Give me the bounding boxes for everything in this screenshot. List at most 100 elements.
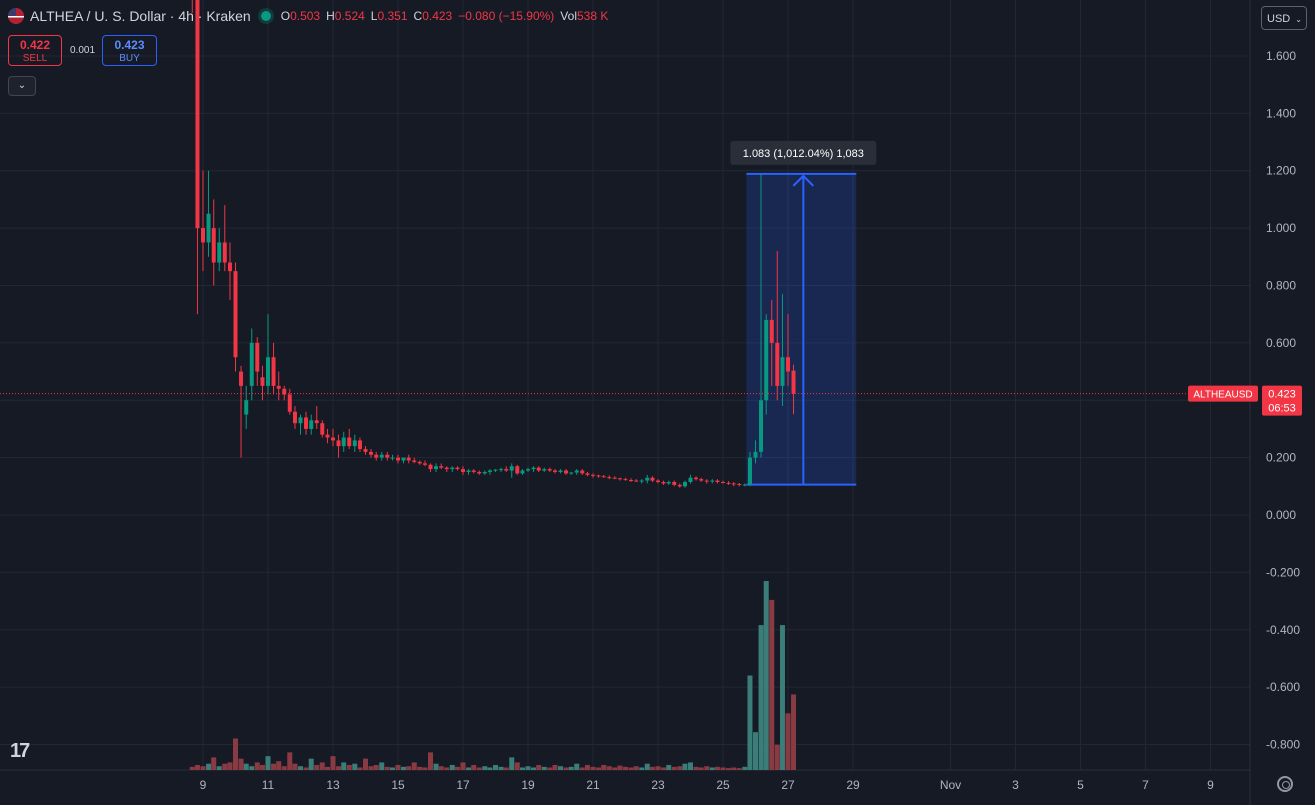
candle-body — [227, 262, 232, 272]
candle-body — [726, 482, 731, 484]
volume-bar — [698, 767, 704, 770]
candle-body — [629, 479, 634, 481]
volume-bar — [596, 767, 602, 770]
candle-body — [487, 470, 492, 472]
volume-bar — [454, 766, 460, 770]
candle-body — [428, 464, 433, 470]
candle-body — [320, 423, 325, 435]
candle-body — [661, 482, 666, 484]
volume-bar — [714, 766, 720, 770]
y-tick-label: -0.600 — [1266, 680, 1300, 694]
ohlc-close: 0.423 — [422, 9, 453, 23]
volume-bar — [584, 764, 590, 770]
candle-body — [347, 437, 352, 447]
candle-body — [357, 440, 362, 450]
y-tick-label: -0.200 — [1266, 565, 1300, 579]
volume-bar — [298, 766, 303, 770]
y-tick-label: -0.800 — [1266, 738, 1300, 752]
candle-body — [298, 417, 303, 424]
buy-label: BUY — [119, 53, 140, 64]
y-tick-label: 1.400 — [1266, 106, 1296, 120]
candle-body — [737, 484, 742, 486]
spread-value: 0.001 — [70, 45, 96, 56]
candle-body — [211, 228, 216, 263]
volume-bar — [249, 766, 255, 770]
ohlc-change: −0.080 (−15.90%) — [458, 9, 555, 23]
volume-bar — [720, 767, 726, 770]
status-dot-icon — [260, 11, 271, 21]
candle-body — [292, 411, 297, 424]
volume-bar — [623, 766, 628, 770]
candle-body — [601, 476, 606, 478]
candle-body — [417, 461, 422, 464]
volume-bar — [379, 762, 385, 770]
x-tick-label: 9 — [1207, 778, 1214, 792]
volume-bar — [742, 766, 748, 770]
volume-bar — [639, 767, 645, 770]
volume-bar — [449, 764, 455, 770]
ohlc-low-label: L — [370, 9, 378, 23]
currency-selector[interactable]: USD ⌄ — [1261, 6, 1307, 30]
measure-arrow-head — [792, 174, 815, 187]
candle-body — [331, 437, 335, 441]
y-tick-label: 1.600 — [1266, 49, 1296, 63]
x-tick-label: 19 — [521, 778, 535, 792]
volume-bar — [336, 766, 342, 770]
volume-bar — [259, 764, 265, 770]
volume-bar — [384, 766, 390, 770]
candle-body — [455, 467, 460, 470]
buy-button[interactable]: 0.423 BUY — [102, 35, 157, 66]
candle-body — [461, 469, 465, 472]
ohlc-open-label: O — [280, 9, 291, 23]
candle-body — [217, 242, 222, 263]
candle-body — [699, 479, 704, 481]
candle-body — [396, 457, 400, 461]
candle-body — [369, 451, 374, 455]
sell-button[interactable]: 0.422 SELL — [8, 35, 62, 66]
x-tick-label: 25 — [716, 778, 730, 792]
candle-body — [309, 420, 314, 429]
candle-body — [617, 478, 622, 480]
candle-body — [266, 357, 270, 386]
candle-body — [499, 469, 504, 471]
ohlc-low: 0.351 — [377, 9, 408, 23]
ohlc-high: 0.524 — [334, 9, 365, 23]
candle-body — [412, 460, 417, 462]
tradingview-logo-icon[interactable]: 17 — [10, 740, 30, 762]
x-tick-label: 7 — [1142, 778, 1149, 792]
volume-bar — [726, 768, 732, 770]
settings-icon[interactable] — [1277, 776, 1293, 792]
candle-body — [444, 467, 449, 470]
volume-bar — [292, 763, 298, 770]
y-tick-label: 0.600 — [1266, 336, 1296, 350]
x-tick-label: 17 — [456, 778, 470, 792]
candle-body — [786, 357, 790, 372]
candle-body — [650, 477, 655, 481]
candle-body — [612, 477, 617, 479]
candle-body — [731, 483, 736, 485]
volume-bar — [579, 767, 585, 770]
volume-bar — [243, 763, 249, 770]
candle-body — [222, 242, 227, 263]
volume-bar — [590, 766, 596, 770]
volume-bar — [747, 675, 753, 770]
volume-bar — [276, 761, 282, 770]
volume-bar — [612, 767, 618, 770]
volume-bar — [341, 762, 347, 770]
candle-body — [401, 457, 406, 461]
candle-body — [747, 457, 752, 485]
volume-bar — [498, 766, 504, 770]
volume-bar — [238, 758, 244, 770]
volume-bar — [709, 767, 715, 770]
candle-body — [558, 470, 563, 472]
volume-bar — [308, 758, 314, 770]
symbol-title[interactable]: ALTHEA / U. S. Dollar · 4h · Kraken — [30, 8, 251, 24]
candle-body — [255, 342, 260, 372]
collapse-legend-button[interactable]: ⌄ — [8, 76, 36, 96]
volume-bar — [574, 763, 580, 770]
candle-body — [759, 400, 764, 452]
x-tick-label: 13 — [326, 778, 340, 792]
candle-body — [422, 463, 427, 465]
y-tick-label: 1.000 — [1266, 221, 1296, 235]
